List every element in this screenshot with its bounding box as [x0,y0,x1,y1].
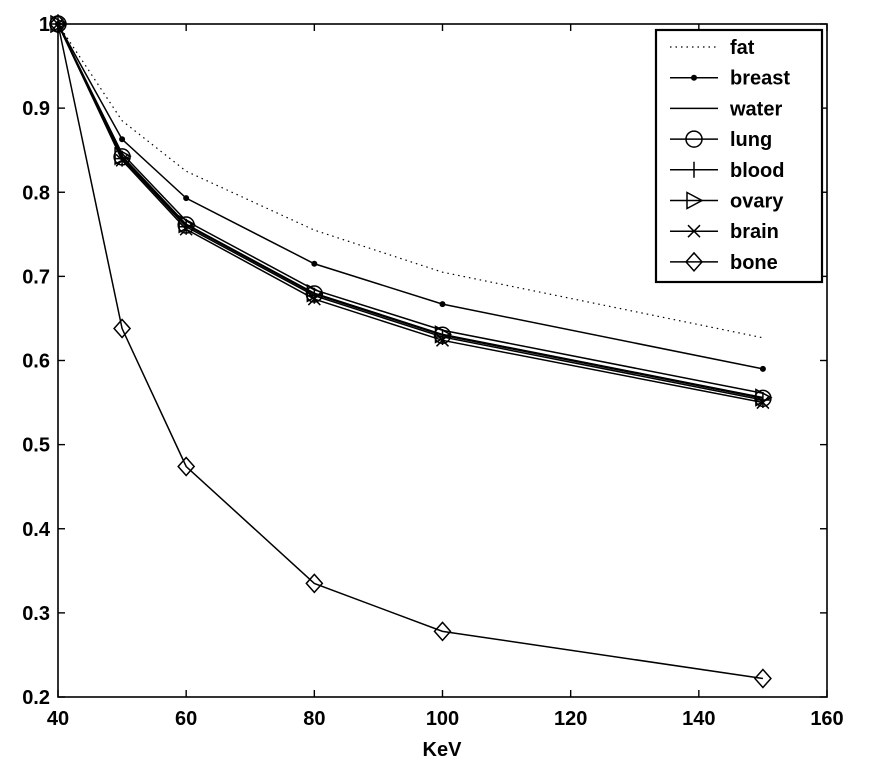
legend-item-fat: fat [670,37,755,59]
legend-marker-breast [691,74,697,81]
legend-label-lung: lung [730,129,772,151]
series-line-brain [57,23,764,404]
data-point-brain [179,222,193,236]
legend-item-bone: bone [670,251,778,274]
legend-label-water: water [729,98,782,120]
legend-item-breast: breast [670,68,790,90]
legend: fat breast water lung blood ovary brain bone [654,28,824,284]
legend-label-breast: breast [730,68,790,90]
data-point-ovary [306,283,324,303]
data-point-breast [311,260,318,267]
data-point-breast [439,301,446,308]
x-tick-label: 100 [426,708,459,730]
data-point-bone [305,573,324,594]
legend-item-brain: brain [670,221,779,243]
x-tick-label: 80 [303,708,325,730]
data-point-bone [177,456,196,477]
x-tick-label: 40 [47,708,69,730]
series-line-water [57,23,764,395]
series-fat [57,23,764,339]
y-tick-label: 0.4 [22,519,51,541]
legend-marker-bone [684,251,704,273]
data-point-blood [434,328,451,345]
legend-box [654,28,824,284]
data-point-ovary [434,325,453,344]
legend-item-lung: lung [670,129,772,151]
data-point-brain [435,333,450,347]
y-tick-label: 0.9 [22,98,50,120]
x-tick-label: 60 [175,708,197,730]
legend-item-ovary: ovary [670,191,784,213]
x-tick-label: 120 [554,708,587,730]
series-bone [48,13,772,689]
y-tick-label: 0.3 [22,603,50,625]
series-water [57,23,764,395]
y-tick-label: 0.6 [22,351,50,373]
data-point-brain [756,396,770,410]
data-point-brain [115,153,129,167]
x-axis-title: KeV [423,739,463,761]
y-tick-label: 1 [39,14,50,36]
data-point-bone [433,621,452,642]
legend-item-blood: blood [670,160,784,182]
legend-marker-ovary [686,191,704,210]
legend-marker-blood [686,161,702,178]
legend-item-water: water [670,98,782,120]
legend-marker-lung [685,130,703,148]
ticks-layer: 40 60 80 100 120 140 160 0.2 0.3 0.4 0.5 0.6 0.7 0.8 0… [22,14,844,730]
data-point-bone [753,668,772,689]
y-tick-label: 0.5 [22,435,50,457]
legend-label-ovary: ovary [730,191,784,213]
series-line-fat [57,23,764,339]
y-tick-label: 0.2 [22,687,50,709]
legend-label-fat: fat [730,37,755,59]
data-point-breast [119,136,126,143]
data-point-breast [759,365,766,372]
legend-marker-brain [687,224,701,238]
legend-label-brain: brain [730,221,779,243]
data-point-blood [754,392,771,409]
data-point-brain [307,292,321,306]
series-line-breast [57,23,764,370]
x-tick-label: 140 [682,708,715,730]
series-line-ovary [57,23,764,399]
y-tick-label: 0.8 [22,182,50,204]
y-tick-label: 0.7 [22,266,50,288]
series-line-bone [57,23,764,680]
legend-label-bone: bone [730,252,778,274]
series-layer [48,13,773,689]
legend-label-blood: blood [730,160,784,182]
data-point-breast [183,195,190,202]
data-point-bone [113,318,132,339]
x-tick-label: 160 [810,708,843,730]
